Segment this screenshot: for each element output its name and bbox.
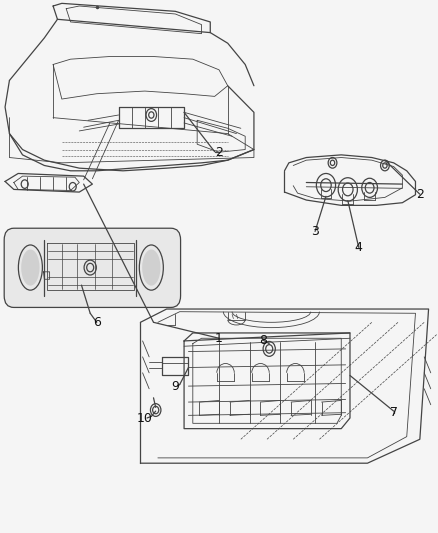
Ellipse shape — [142, 249, 160, 286]
Text: 6: 6 — [93, 316, 101, 329]
Text: 10: 10 — [137, 411, 153, 424]
Text: 3: 3 — [311, 225, 319, 238]
Text: 4: 4 — [355, 241, 363, 254]
FancyBboxPatch shape — [4, 228, 180, 308]
Text: 1: 1 — [215, 332, 223, 345]
Ellipse shape — [21, 249, 39, 286]
Text: 7: 7 — [390, 406, 398, 419]
Text: 2: 2 — [215, 146, 223, 159]
Text: 9: 9 — [171, 379, 179, 393]
Text: 2: 2 — [416, 188, 424, 201]
Text: 8: 8 — [259, 334, 267, 348]
